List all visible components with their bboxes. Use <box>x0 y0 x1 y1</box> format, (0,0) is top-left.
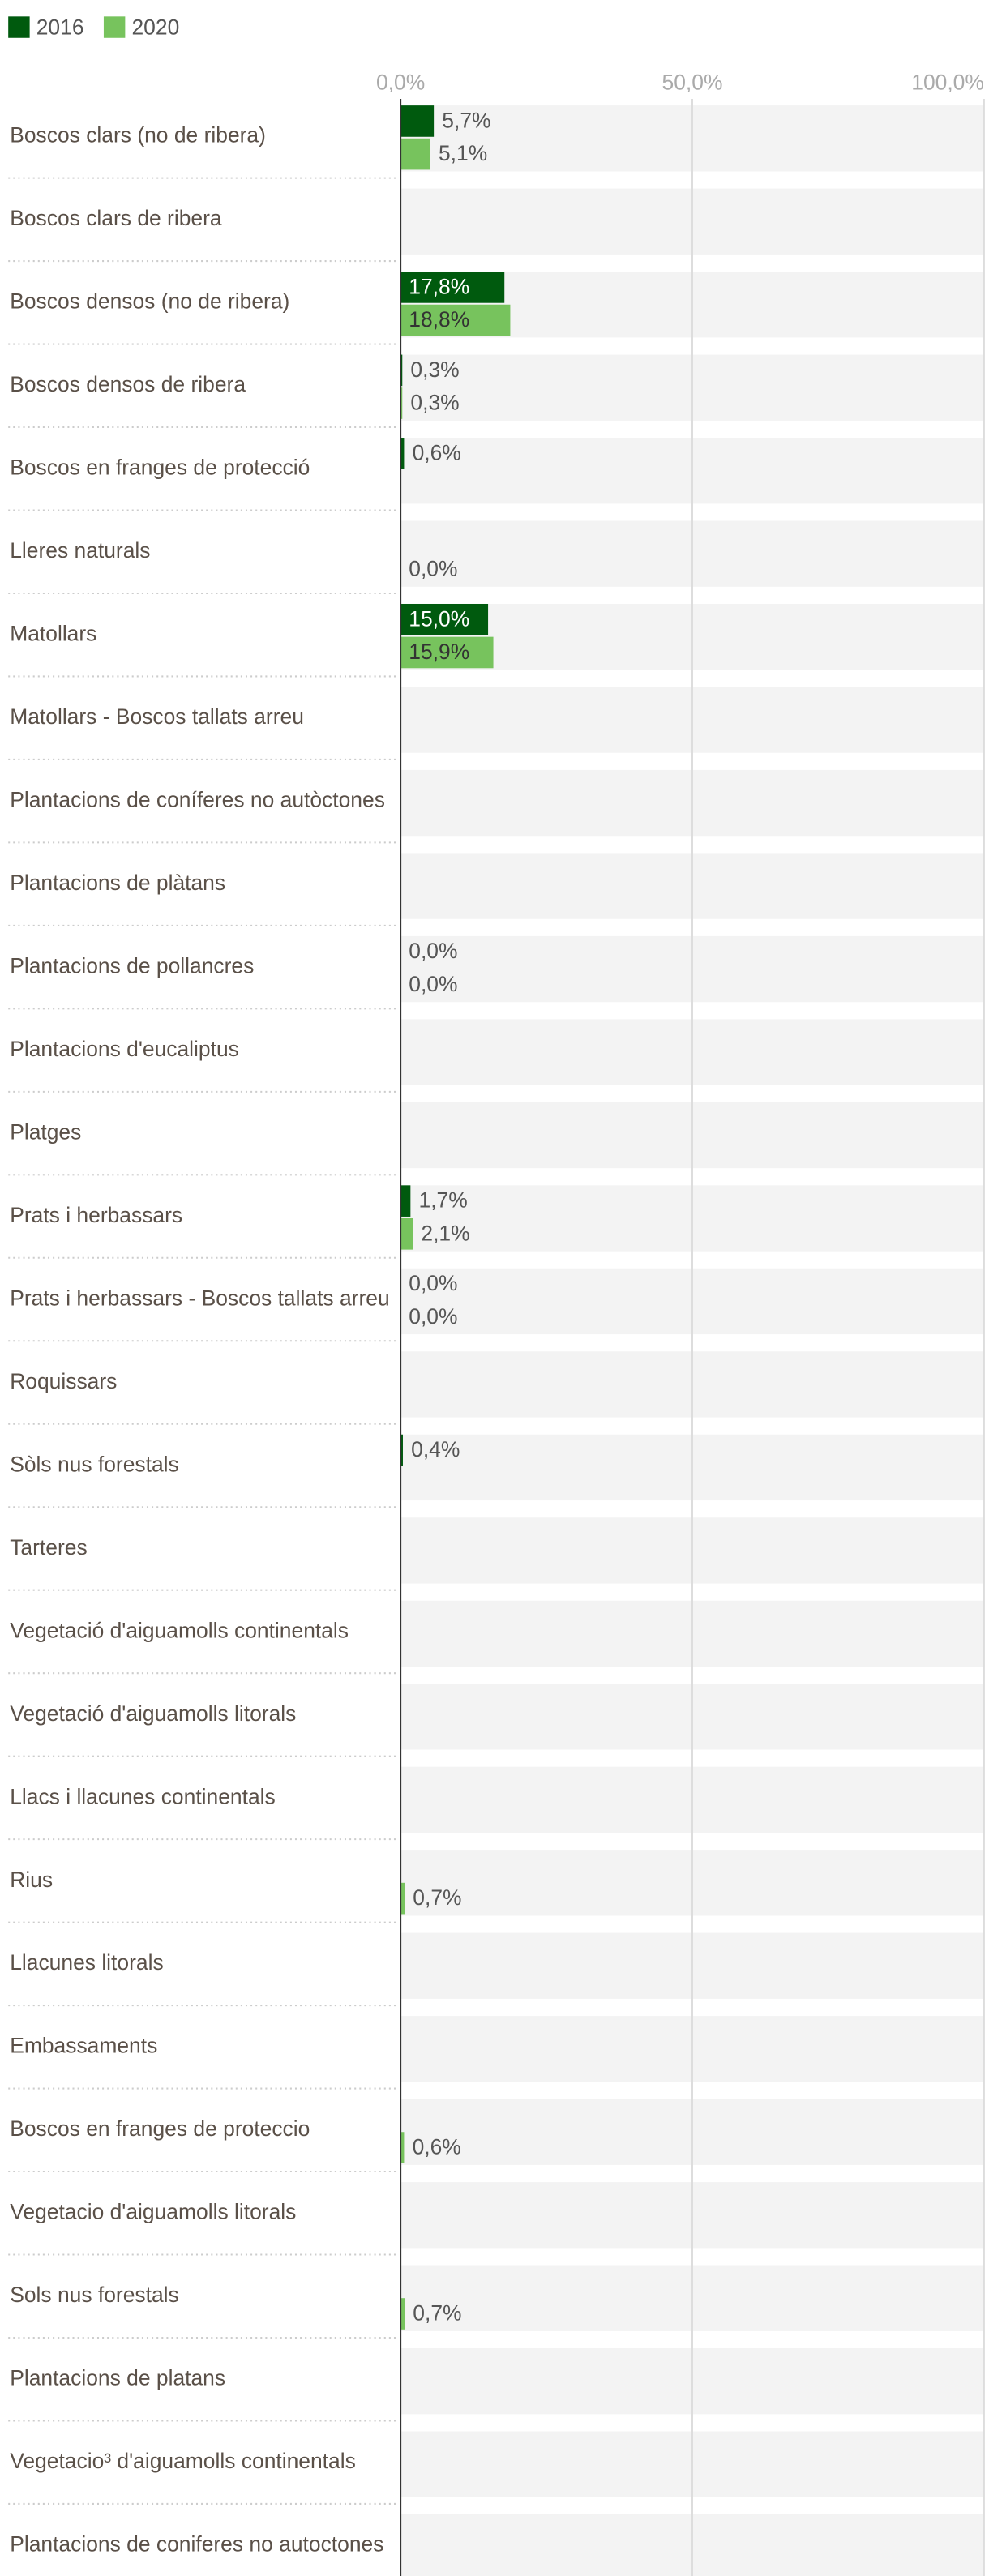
value-label: 15,0% <box>409 606 469 631</box>
category-label: Plantacions de coníferes no autòctones <box>10 788 385 812</box>
category-label: Plantacions d'eucaliptus <box>10 1037 239 1061</box>
x-tick-label: 100,0% <box>911 71 984 95</box>
x-tick-label: 0,0% <box>376 71 425 95</box>
value-label: 2,1% <box>421 1221 469 1245</box>
category-label: Llacunes litorals <box>10 1950 163 1975</box>
category-label: Sols nus forestals <box>10 2283 179 2307</box>
category-label: Prats i herbassars - Boscos tallats arre… <box>10 1286 389 1310</box>
category-label: Boscos densos (no de ribera) <box>10 289 289 314</box>
category-label: Vegetacio d'aiguamolls litorals <box>10 2200 296 2224</box>
category-label: Matollars - Boscos tallats arreu <box>10 704 304 729</box>
bar <box>400 1882 405 1915</box>
bar <box>400 105 435 137</box>
legend-swatch <box>103 16 126 38</box>
bar <box>400 138 430 170</box>
legend-label: 2016 <box>36 15 84 40</box>
value-label: 5,1% <box>439 141 487 165</box>
bar <box>400 2298 405 2330</box>
value-label: 0,3% <box>410 357 459 382</box>
category-label: Boscos clars (no de ribera) <box>10 123 266 148</box>
bar <box>400 1434 403 1466</box>
value-label: 0,4% <box>411 1437 460 1461</box>
category-label: Vegetacio³ d'aiguamolls continentals <box>10 2449 356 2473</box>
value-label: 0,7% <box>413 1885 461 1910</box>
category-label: Roquissars <box>10 1369 117 1393</box>
value-label: 0,0% <box>409 939 457 963</box>
category-label: Plantacions de platans <box>10 2366 225 2390</box>
value-label: 0,3% <box>410 391 459 415</box>
value-label: 5,7% <box>442 108 490 132</box>
value-label: 0,0% <box>409 1304 457 1329</box>
category-label: Platges <box>10 1119 81 1144</box>
bar <box>400 1185 411 1217</box>
bar <box>400 272 505 303</box>
category-label: Plantacions de plàtans <box>10 871 225 895</box>
category-label: Lleres naturals <box>10 538 150 563</box>
bar <box>400 387 403 419</box>
category-label: Tarteres <box>10 1535 87 1560</box>
value-label: 0,7% <box>413 2301 461 2326</box>
legend-label: 2020 <box>131 15 179 40</box>
legend-swatch <box>8 16 30 38</box>
category-label: Vegetació d'aiguamolls litorals <box>10 1701 296 1726</box>
value-label: 15,9% <box>409 640 469 664</box>
category-label: Boscos densos de ribera <box>10 372 246 396</box>
category-label: Llacs i llacunes continentals <box>10 1784 276 1808</box>
value-label: 0,0% <box>409 1271 457 1295</box>
bar <box>400 1217 413 1250</box>
value-label: 1,7% <box>419 1188 468 1213</box>
value-label: 17,8% <box>409 274 469 298</box>
bar <box>400 354 403 387</box>
x-tick-label: 50,0% <box>662 71 723 95</box>
value-label: 0,0% <box>409 556 457 580</box>
category-label: Sòls nus forestals <box>10 1452 179 1476</box>
bar <box>400 603 489 635</box>
category-label: Boscos en franges de proteccio <box>10 2116 310 2141</box>
bar <box>400 2132 405 2163</box>
category-label: Boscos en franges de protecció <box>10 456 310 480</box>
value-label: 18,8% <box>409 307 469 332</box>
bar <box>400 304 511 336</box>
value-label: 0,0% <box>409 972 457 996</box>
bar <box>400 438 405 469</box>
value-label: 0,6% <box>413 440 461 464</box>
bar <box>400 636 494 669</box>
category-label: Vegetació d'aiguamolls continentals <box>10 1618 349 1642</box>
value-label: 0,6% <box>413 2135 461 2159</box>
category-label: Plantacions de pollancres <box>10 954 254 978</box>
category-label: Boscos clars de ribera <box>10 206 222 230</box>
category-label: Plantacions de coniferes no autoctones <box>10 2532 383 2557</box>
category-label: Matollars <box>10 622 96 646</box>
category-label: Rius <box>10 1868 53 1892</box>
category-label: Prats i herbassars <box>10 1203 182 1227</box>
category-label: Embassaments <box>10 2034 157 2058</box>
